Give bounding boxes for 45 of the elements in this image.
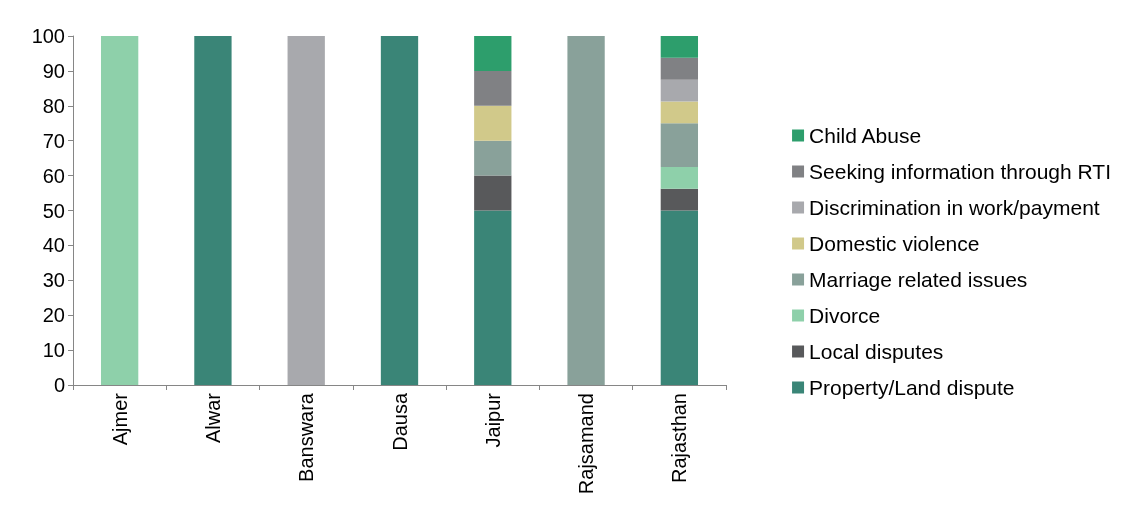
bar xyxy=(474,175,512,211)
y-tick-label: 20 xyxy=(42,304,65,327)
bar xyxy=(380,36,419,385)
y-tick-label: 70 xyxy=(42,129,65,152)
bar xyxy=(660,57,699,80)
bar xyxy=(474,210,512,385)
bar xyxy=(567,36,605,385)
x-tick-label: Rajasthan xyxy=(668,393,691,484)
legend-label: Domestic violence xyxy=(809,232,980,255)
bar xyxy=(474,105,512,141)
bar xyxy=(194,36,232,385)
bar xyxy=(100,36,139,385)
y-tick-label: 30 xyxy=(42,269,65,292)
bar xyxy=(287,36,325,385)
y-tick-label: 0 xyxy=(53,374,65,396)
legend-label: Marriage related issues xyxy=(809,268,1028,291)
x-tick-label: Dausa xyxy=(388,392,411,451)
x-tick-label: Alwar xyxy=(201,392,224,444)
bar xyxy=(474,70,512,106)
x-tick-label: Jaipur xyxy=(481,392,504,448)
x-tick-label: Banswara xyxy=(295,392,318,482)
x-tick-label: Rajsamand xyxy=(575,393,598,495)
legend-label: Discrimination in work/payment xyxy=(809,196,1100,219)
bar xyxy=(660,101,699,124)
legend-label: Seeking information through RTI xyxy=(809,160,1112,183)
y-tick-label: 80 xyxy=(42,94,65,117)
bar xyxy=(474,140,512,176)
bar xyxy=(660,79,699,102)
bar xyxy=(660,166,699,189)
x-tick-label: Ajmer xyxy=(108,392,131,446)
y-tick-label: 10 xyxy=(42,339,65,362)
legend-label: Child Abuse xyxy=(809,124,922,147)
legend-label: Divorce xyxy=(809,304,881,327)
bar xyxy=(660,123,699,167)
legend-label: Local disputes xyxy=(809,340,944,363)
bar xyxy=(660,188,699,211)
y-tick-label: 50 xyxy=(42,199,65,222)
bar xyxy=(474,36,512,71)
y-tick-label: 100 xyxy=(31,25,65,47)
bar xyxy=(660,210,699,385)
y-tick-label: 60 xyxy=(42,164,65,187)
bar xyxy=(660,36,699,58)
y-tick-label: 40 xyxy=(42,234,65,257)
legend-label: Property/Land dispute xyxy=(809,376,1015,399)
y-tick-label: 90 xyxy=(42,59,65,82)
